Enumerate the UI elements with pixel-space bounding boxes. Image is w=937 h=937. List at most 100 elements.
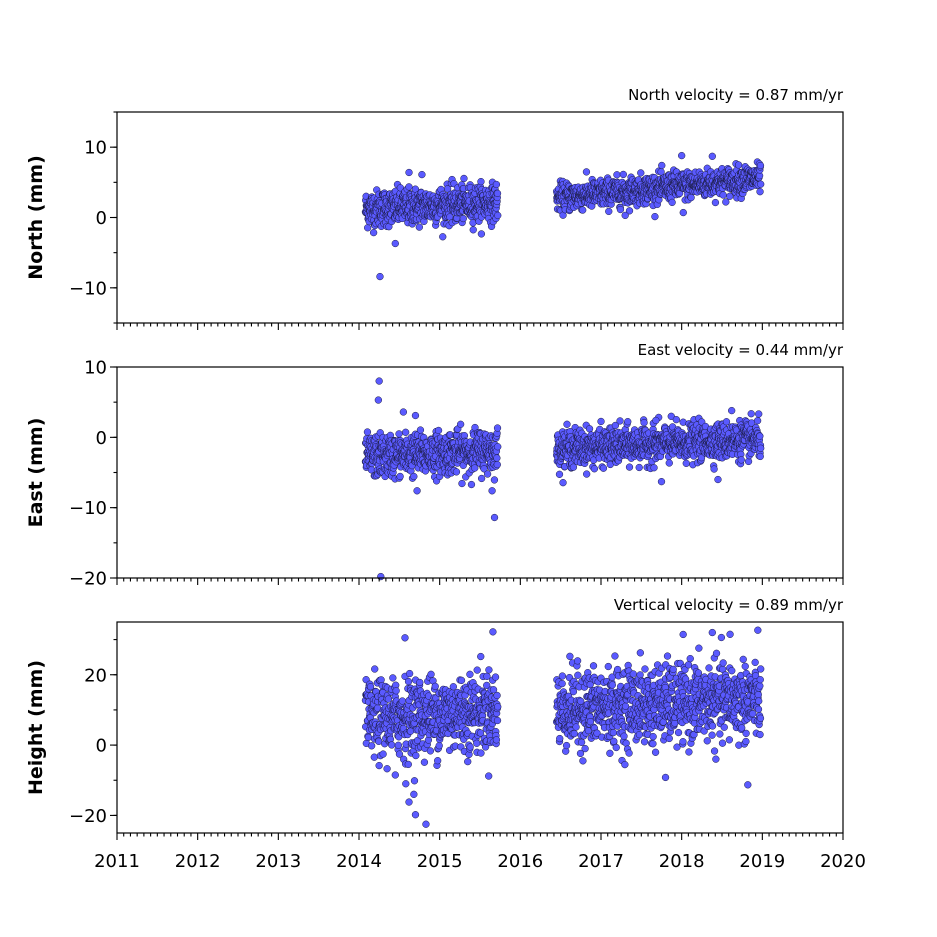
panel-title: Vertical velocity = 0.89 mm/yr — [614, 596, 844, 614]
data-point — [426, 747, 435, 755]
y-tick-label: 0 — [96, 736, 107, 757]
data-point — [612, 743, 620, 752]
data-point — [694, 669, 703, 677]
data-point — [742, 729, 750, 738]
data-point — [757, 444, 765, 452]
data-point — [684, 661, 693, 669]
data-points — [361, 377, 765, 581]
data-point — [490, 476, 499, 484]
data-point — [415, 223, 423, 231]
data-point-outlier — [413, 487, 421, 495]
data-point-outlier — [411, 811, 420, 819]
data-point — [589, 662, 598, 670]
data-point — [685, 748, 693, 756]
data-point — [558, 679, 566, 688]
data-point — [637, 169, 645, 177]
data-point — [687, 193, 695, 202]
data-point — [597, 417, 605, 426]
data-point — [367, 742, 376, 750]
data-point — [434, 426, 443, 435]
data-point — [389, 674, 397, 682]
data-point — [640, 419, 648, 427]
data-point — [650, 464, 658, 472]
data-point — [384, 695, 393, 703]
x-tick-label: 2019 — [739, 851, 785, 872]
data-point — [449, 683, 458, 691]
data-point — [609, 728, 618, 737]
data-point — [466, 670, 474, 678]
data-point — [710, 465, 718, 473]
data-point — [434, 757, 442, 765]
data-point — [737, 456, 745, 464]
data-point — [569, 687, 578, 696]
panel-title: East velocity = 0.44 mm/yr — [638, 341, 844, 359]
data-point — [747, 410, 755, 418]
data-point — [398, 697, 406, 705]
data-point-outlier — [405, 168, 413, 177]
chart-panel-3: 2011 2012 2013 2014 2015 2016 2017 2018 2019 2020… — [25, 596, 866, 872]
data-point-outlier — [621, 211, 629, 220]
data-point-outlier — [489, 628, 497, 636]
data-point — [695, 644, 703, 652]
data-point-outlier — [399, 408, 408, 416]
data-point — [749, 710, 757, 718]
data-point — [636, 671, 644, 679]
x-tick-label: 2018 — [659, 851, 705, 872]
data-point — [416, 426, 425, 434]
data-point — [751, 658, 759, 667]
data-point — [668, 198, 676, 207]
data-point — [610, 737, 618, 745]
y-tick-label: −10 — [69, 498, 107, 519]
data-point — [492, 180, 501, 189]
data-point — [443, 185, 452, 193]
data-point — [649, 733, 657, 741]
panel-title: North velocity = 0.87 mm/yr — [628, 86, 844, 104]
data-point — [467, 480, 476, 489]
data-point-outlier — [376, 272, 384, 281]
data-point — [741, 662, 749, 670]
data-point — [657, 168, 665, 176]
data-point — [756, 188, 764, 196]
data-point-outlier — [418, 170, 426, 179]
data-points — [361, 151, 765, 281]
data-point — [679, 630, 687, 639]
data-point — [651, 212, 659, 221]
data-point — [599, 464, 608, 472]
data-point — [717, 633, 726, 642]
y-tick-label: 10 — [84, 358, 107, 379]
data-point — [396, 472, 404, 481]
data-point — [466, 743, 474, 751]
data-point — [473, 666, 481, 674]
data-point — [363, 428, 372, 436]
data-point — [641, 665, 649, 673]
data-point-outlier — [375, 377, 383, 385]
data-point — [679, 738, 687, 746]
data-point — [394, 741, 403, 749]
y-tick-label: 20 — [84, 665, 107, 686]
data-point — [604, 662, 612, 671]
data-point — [491, 673, 500, 681]
y-axis-label: East (mm) — [25, 418, 47, 528]
data-point — [402, 428, 410, 436]
data-point — [613, 171, 621, 179]
data-point-outlier — [708, 628, 716, 637]
x-tick-label: 2015 — [417, 851, 463, 872]
data-point — [483, 672, 491, 680]
data-point — [616, 205, 625, 214]
data-point — [665, 734, 673, 743]
data-point — [427, 670, 435, 678]
data-point — [726, 192, 734, 200]
data-point — [651, 748, 660, 756]
data-point — [708, 731, 716, 739]
data-point — [720, 723, 728, 731]
data-point — [636, 649, 644, 657]
data-point — [483, 470, 492, 478]
data-point-outlier — [678, 151, 686, 160]
data-point — [579, 206, 587, 214]
data-point — [753, 417, 762, 425]
data-point — [703, 737, 711, 745]
data-point — [754, 690, 762, 699]
x-tick-label: 2020 — [820, 851, 866, 872]
x-tick-label: 2011 — [94, 851, 140, 872]
